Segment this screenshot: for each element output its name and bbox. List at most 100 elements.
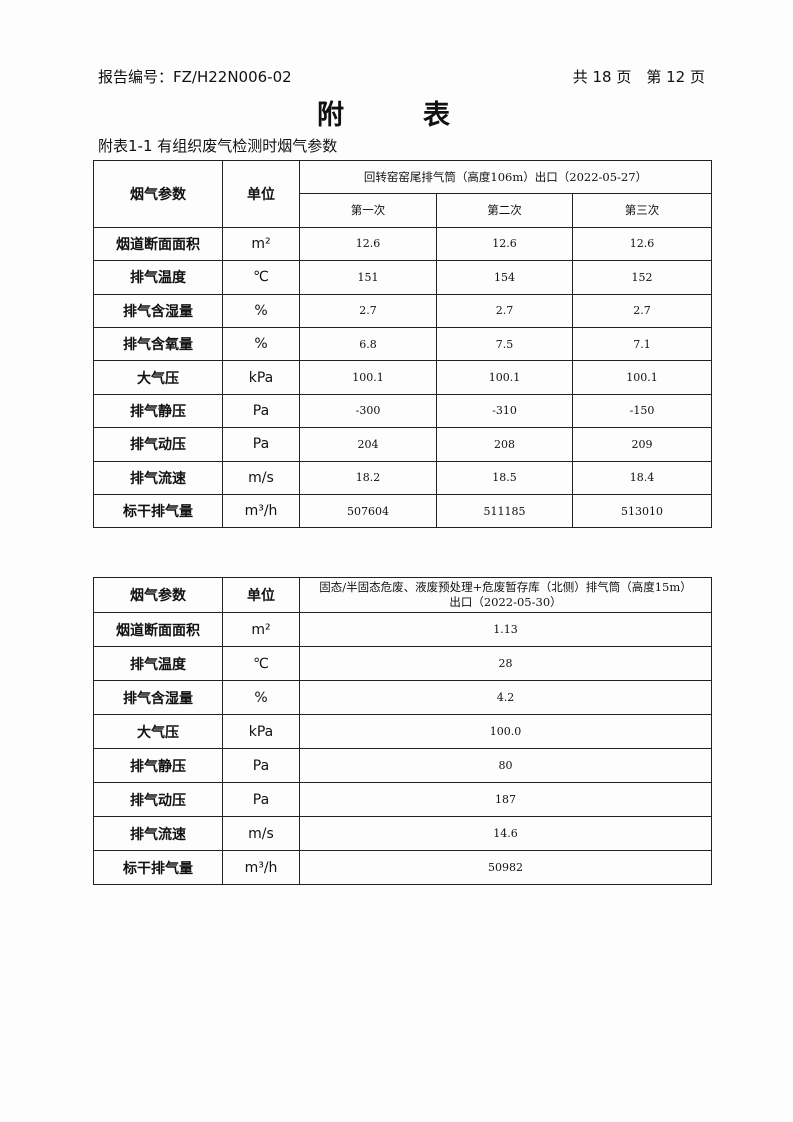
header-param: 烟气参数: [93, 577, 223, 613]
table-row: 排气静压 Pa 80: [93, 748, 712, 783]
value-cell: 209: [571, 427, 713, 462]
location-line-2: 出口（2022-05-30）: [449, 595, 562, 609]
value-cell: 208: [436, 427, 573, 462]
table-row: 排气动压 Pa 187: [93, 782, 712, 817]
value-cell: 513010: [571, 493, 713, 529]
value-cell: 7.1: [571, 326, 713, 362]
header-run-1: 第一次: [299, 193, 437, 228]
value-cell: 2.7: [299, 293, 437, 328]
location-line-1: 固态/半固态危废、液废预处理+危废暂存库（北侧）排气筒（高度15m）: [319, 580, 692, 594]
value-cell: 100.1: [436, 360, 573, 395]
value-cell: 204: [299, 427, 437, 462]
value-cell: 50982: [299, 850, 712, 885]
header-run-2: 第二次: [436, 193, 573, 228]
unit-cell: %: [222, 293, 300, 328]
value-cell: 2.7: [436, 293, 573, 328]
value-cell: -300: [299, 393, 437, 429]
param-cell: 排气含氧量: [93, 326, 223, 362]
table-row: 排气温度 ℃ 28: [93, 646, 712, 681]
header-unit: 单位: [222, 577, 300, 613]
param-cell: 排气静压: [93, 393, 223, 429]
page-count: 共 18 页 第 12 页: [572, 68, 705, 86]
param-cell: 排气温度: [93, 260, 223, 295]
value-cell: 1.13: [299, 612, 712, 647]
value-cell: 100.1: [299, 360, 437, 395]
table-row: 排气流速 m/s 14.6: [93, 816, 712, 851]
table-row: 排气含湿量% 4.2: [93, 680, 712, 715]
param-cell: 大气压: [93, 714, 223, 749]
value-cell: 12.6: [436, 226, 573, 262]
value-cell: 14.6: [299, 816, 712, 851]
table-caption: 附表1-1 有组织废气检测时烟气参数: [98, 137, 338, 155]
table-row: 烟道断面面积 m² 12.6 12.6 12.6: [93, 226, 713, 262]
table-row: 排气含氧量% 6.8 7.5 7.1: [93, 326, 713, 362]
unit-cell: Pa: [222, 748, 300, 783]
value-cell: 80: [299, 748, 712, 783]
header-location: 固态/半固态危废、液废预处理+危废暂存库（北侧）排气筒（高度15m） 出口（20…: [299, 577, 712, 613]
unit-cell: m²: [222, 226, 300, 262]
value-cell: 12.6: [299, 226, 437, 262]
value-cell: 18.4: [571, 460, 713, 495]
value-cell: 4.2: [299, 680, 712, 715]
param-cell: 烟道断面面积: [93, 612, 223, 647]
param-cell: 标干排气量: [93, 850, 223, 885]
value-cell: 511185: [436, 493, 573, 529]
table-row: 烟道断面面积 m² 1.13: [93, 612, 712, 647]
table-row: 大气压 kPa 100.1 100.1 100.1: [93, 360, 713, 395]
header-unit: 单位: [222, 160, 300, 228]
table-row: 排气含湿量% 2.7 2.7 2.7: [93, 293, 713, 328]
value-cell: 507604: [299, 493, 437, 529]
value-cell: 154: [436, 260, 573, 295]
unit-cell: kPa: [222, 714, 300, 749]
value-cell: -310: [436, 393, 573, 429]
unit-cell: m³/h: [222, 493, 300, 529]
value-cell: 28: [299, 646, 712, 681]
param-cell: 烟道断面面积: [93, 226, 223, 262]
value-cell: 18.5: [436, 460, 573, 495]
param-cell: 排气流速: [93, 816, 223, 851]
param-cell: 排气静压: [93, 748, 223, 783]
unit-cell: m²: [222, 612, 300, 647]
value-cell: 6.8: [299, 326, 437, 362]
value-cell: 100.0: [299, 714, 712, 749]
param-cell: 大气压: [93, 360, 223, 395]
param-cell: 排气流速: [93, 460, 223, 495]
report-number: 报告编号：FZ/H22N006-02: [98, 68, 292, 86]
unit-cell: kPa: [222, 360, 300, 395]
unit-cell: %: [222, 680, 300, 715]
unit-cell: m/s: [222, 816, 300, 851]
table-row: 排气流速 m/s 18.2 18.5 18.4: [93, 460, 713, 495]
unit-cell: m/s: [222, 460, 300, 495]
table-row: 排气静压 Pa -300 -310 -150: [93, 393, 713, 429]
flue-gas-table-1: 烟气参数 单位 回转窑窑尾排气筒（高度106m）出口（2022-05-27） 第…: [93, 159, 713, 529]
param-cell: 排气动压: [93, 427, 223, 462]
table-row: 排气温度 ℃ 151 154 152: [93, 260, 713, 295]
value-cell: 152: [571, 260, 713, 295]
param-cell: 排气含湿量: [93, 680, 223, 715]
param-cell: 排气含湿量: [93, 293, 223, 328]
unit-cell: ℃: [222, 646, 300, 681]
table-row: 大气压 kPa 100.0: [93, 714, 712, 749]
header-run-3: 第三次: [571, 193, 713, 228]
unit-cell: Pa: [222, 427, 300, 462]
unit-cell: Pa: [222, 782, 300, 817]
param-cell: 标干排气量: [93, 493, 223, 529]
value-cell: 7.5: [436, 326, 573, 362]
param-cell: 排气动压: [93, 782, 223, 817]
header-param: 烟气参数: [93, 160, 223, 228]
value-cell: 18.2: [299, 460, 437, 495]
flue-gas-table-2: 烟气参数 单位 固态/半固态危废、液废预处理+危废暂存库（北侧）排气筒（高度15…: [93, 577, 712, 885]
table-row: 排气动压 Pa 204 208 209: [93, 427, 713, 462]
unit-cell: ℃: [222, 260, 300, 295]
value-cell: 100.1: [571, 360, 713, 395]
table-row: 标干排气量 m³/h 50982: [93, 850, 712, 885]
value-cell: 151: [299, 260, 437, 295]
unit-cell: Pa: [222, 393, 300, 429]
value-cell: -150: [571, 393, 713, 429]
value-cell: 2.7: [571, 293, 713, 328]
value-cell: 187: [299, 782, 712, 817]
page-title: 附 表: [317, 100, 476, 131]
header-location: 回转窑窑尾排气筒（高度106m）出口（2022-05-27）: [298, 159, 713, 195]
param-cell: 排气温度: [93, 646, 223, 681]
